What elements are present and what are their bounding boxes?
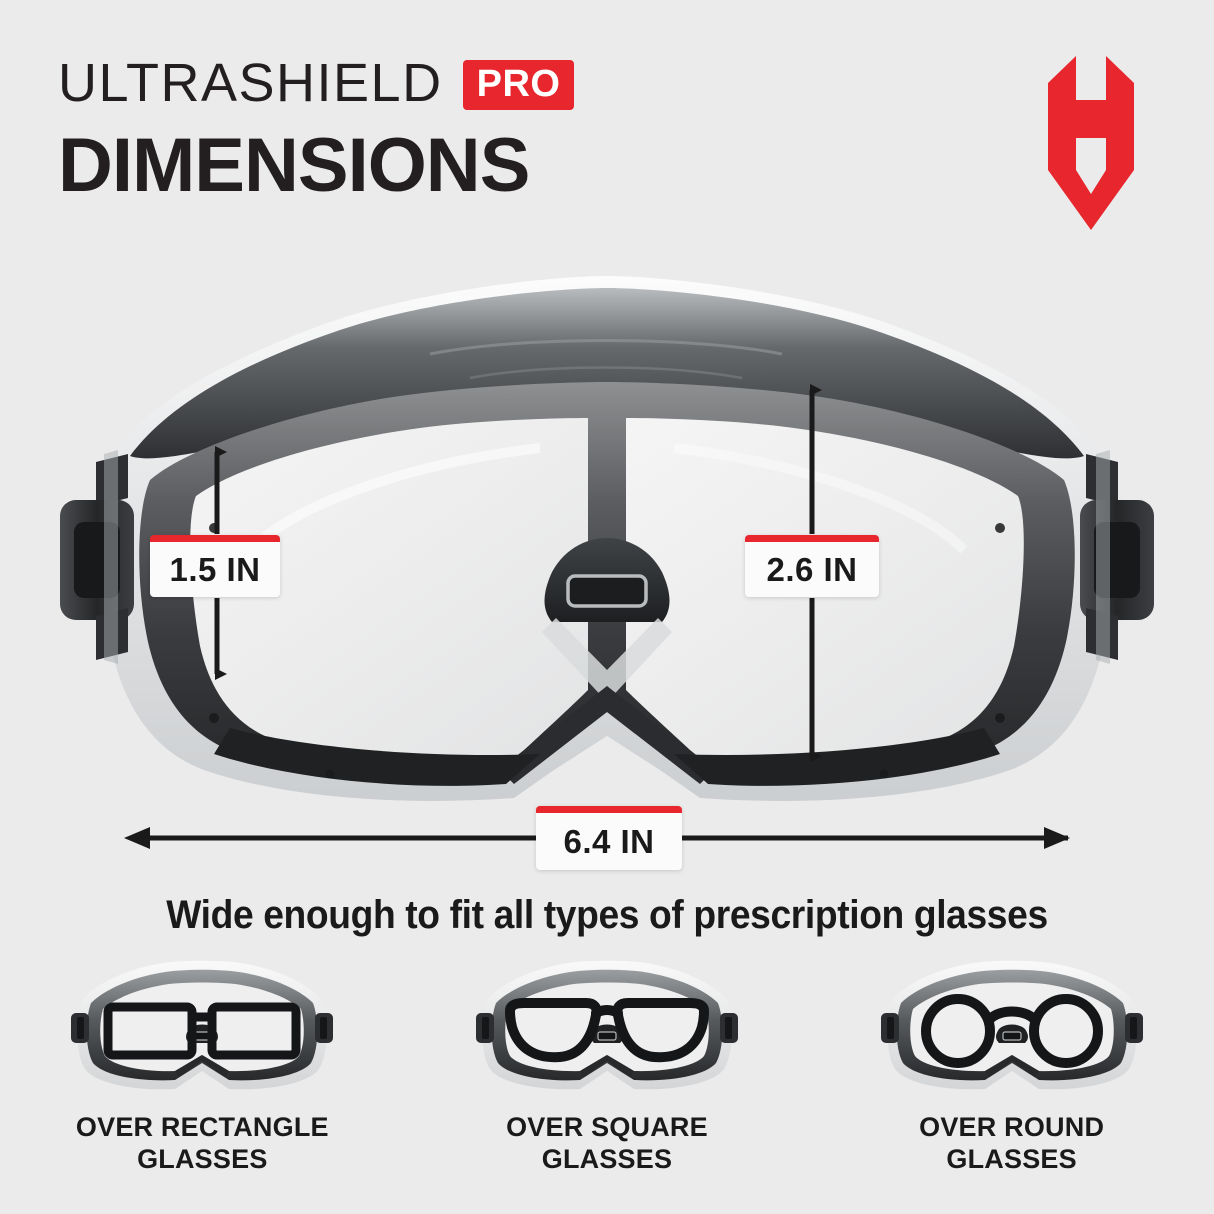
dimension-label-overall-width: 6.4 IN: [536, 806, 682, 870]
variant-caption-line2: GLASSES: [137, 1144, 268, 1175]
strap-buckle-right: [1080, 450, 1154, 664]
brand-lockup: ULTRASHIELD PRO: [58, 53, 575, 113]
goggles-front-view: [0, 250, 1214, 870]
brand-pro-badge: PRO: [462, 59, 575, 110]
variant-row: OVER RECTANGLE GLASSES: [0, 955, 1214, 1195]
variant-square: OVER SQUARE GLASSES: [437, 955, 777, 1176]
variant-rectangle: OVER RECTANGLE GLASSES: [32, 955, 372, 1176]
variant-caption-line1: OVER RECTANGLE: [75, 1112, 329, 1142]
dimension-label-lens-height-right: 2.6 IN: [745, 535, 879, 597]
tagline: Wide enough to fit all types of prescrip…: [166, 893, 1048, 937]
variant-caption-line1: OVER SQUARE: [506, 1112, 708, 1142]
variant-caption-line1: OVER ROUND: [919, 1112, 1105, 1142]
brand-name: ULTRASHIELD: [58, 53, 443, 113]
shield-horns-logo-icon: [1030, 48, 1152, 238]
variant-caption-square: OVER SQUARE GLASSES: [506, 1111, 708, 1176]
variant-caption-round: OVER ROUND GLASSES: [919, 1111, 1104, 1176]
variant-caption-line2: GLASSES: [946, 1144, 1077, 1175]
page-title: DIMENSIONS: [58, 123, 530, 208]
goggles-over-rectangle-glasses-icon: [57, 955, 347, 1097]
goggles-over-round-glasses-icon: [867, 955, 1157, 1097]
strap-buckle-left: [60, 450, 134, 664]
dimension-label-lens-height-left: 1.5 IN: [150, 535, 280, 597]
variant-round: OVER ROUND GLASSES: [842, 955, 1182, 1176]
variant-caption-line2: GLASSES: [541, 1144, 673, 1175]
variant-caption-rectangle: OVER RECTANGLE GLASSES: [76, 1111, 329, 1176]
goggles-over-square-glasses-icon: [462, 955, 752, 1097]
